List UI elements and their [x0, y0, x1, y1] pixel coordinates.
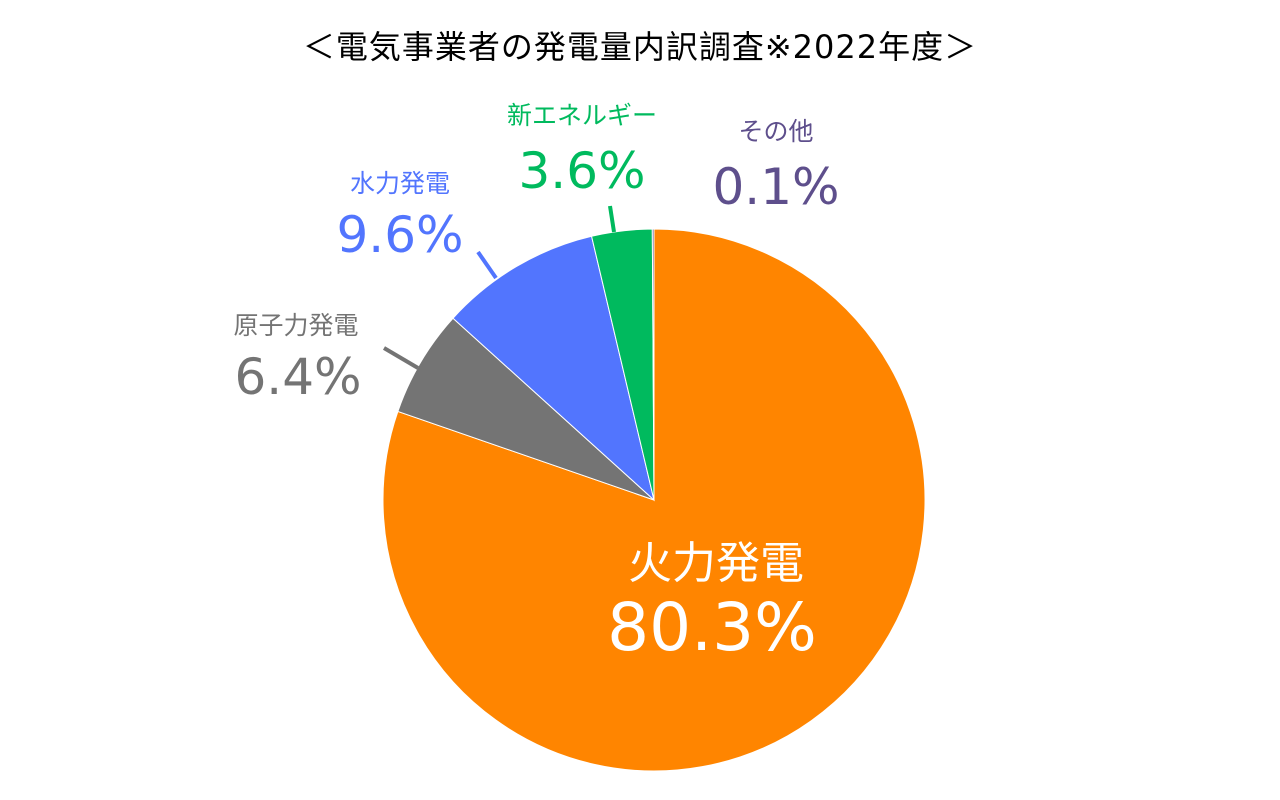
slice-name-label-4: その他	[738, 117, 813, 146]
slice-name-label-1: 原子力発電	[233, 311, 358, 340]
leader-line-2	[476, 250, 498, 280]
slice-value-label-0: 80.3%	[607, 589, 817, 666]
slice-value-label-3: 3.6%	[518, 142, 645, 200]
slice-value-label-4: 0.1%	[712, 158, 839, 216]
chart-title: ＜電気事業者の発電量内訳調査※2022年度＞	[302, 28, 978, 66]
slice-name-label-0: 火力発電	[628, 538, 804, 589]
slice-value-label-1: 6.4%	[234, 348, 361, 406]
pie-slice-2	[452, 235, 655, 502]
slice-name-label-3: 新エネルギー	[507, 101, 657, 130]
leader-line-1	[382, 346, 420, 370]
slice-value-label-2: 9.6%	[336, 206, 463, 264]
slice-name-label-2: 水力発電	[350, 169, 450, 198]
leader-line-3	[608, 205, 616, 233]
pie-slice-4	[651, 228, 655, 501]
